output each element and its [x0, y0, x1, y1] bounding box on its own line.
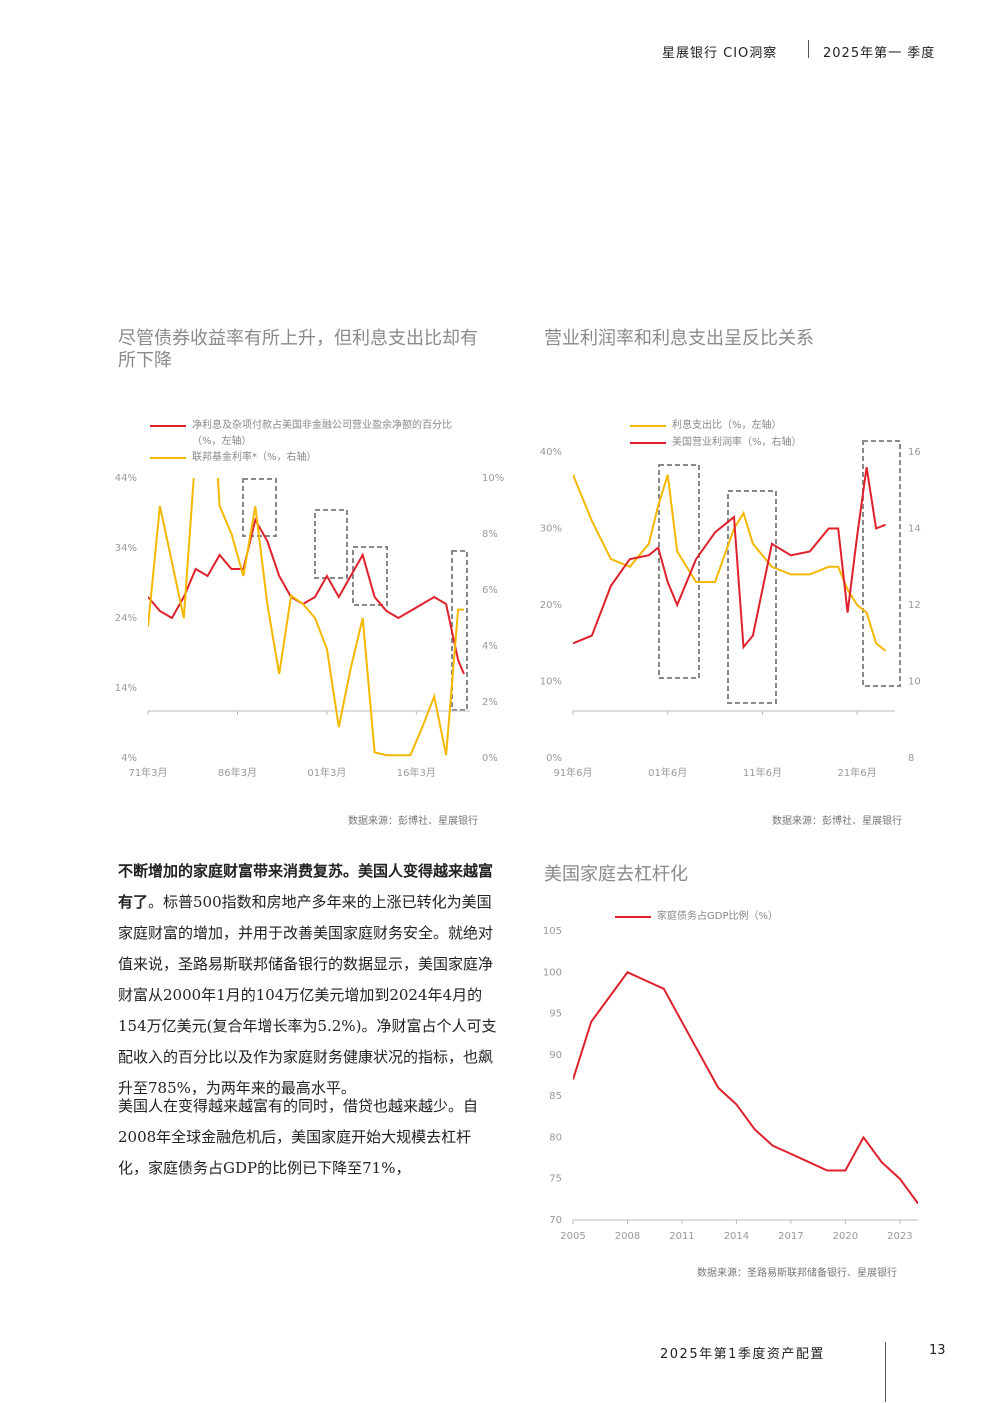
y-tick-label: 90: [549, 1050, 562, 1061]
footer-divider: [885, 1342, 886, 1402]
x-tick-label: 2008: [615, 1231, 640, 1242]
footer-title: 2025年第1季度资产配置: [660, 1347, 825, 1362]
series-line: [573, 971, 918, 1205]
y-tick-label: 14%: [115, 683, 137, 694]
y2-tick-label: 2%: [482, 697, 498, 708]
y-tick-label: 70: [549, 1215, 562, 1226]
y2-tick-label: 10: [908, 677, 921, 688]
chart-title: 美国家庭去杠杆化: [544, 864, 688, 885]
y-tick-label: 0%: [546, 753, 562, 764]
paragraph: 不断增加的家庭财富带来消费复苏。美国人变得越来越富有了。标普500指数和房地产多…: [118, 856, 500, 1104]
legend-label: 家庭债务占GDP比例（%）: [657, 911, 778, 922]
chart-title: 营业利润率和利息支出呈反比关系: [544, 328, 814, 349]
y-tick-label: 44%: [115, 473, 137, 484]
y-tick-label: 105: [543, 926, 562, 937]
highlight-box: [727, 490, 777, 704]
series-line: [148, 517, 465, 675]
x-tick-label: 2023: [887, 1231, 912, 1242]
x-tick-label: 01年3月: [307, 766, 346, 779]
x-tick-label: 16年3月: [397, 766, 436, 779]
y-tick-label: 10%: [540, 677, 562, 688]
y2-tick-label: 14: [908, 524, 921, 535]
highlight-box: [451, 550, 468, 711]
y-tick-label: 100: [543, 967, 562, 978]
y2-tick-label: 12: [908, 600, 921, 611]
y-tick-label: 80: [549, 1132, 562, 1143]
legend-label: 净利息及杂项付款占美国非金融公司营业盈余净额的百分比（%，左轴）: [192, 420, 452, 447]
x-tick-label: 91年6月: [553, 766, 592, 779]
series-line: [573, 467, 886, 650]
highlight-boxes: [242, 440, 901, 711]
paragraph-text: 。标普500指数和房地产多年来的上涨已转化为美国家庭财富的增加，并用于改善美国家…: [118, 893, 497, 1097]
y2-tick-label: 8: [908, 753, 914, 764]
x-tick-label: 11年6月: [743, 766, 782, 779]
paragraph: 美国人在变得越来越富有的同时，借贷也越来越少。自2008年全球金融危机后，美国家…: [118, 1097, 479, 1177]
y-tick-label: 95: [549, 1009, 562, 1020]
source: 数据来源：彭博社、星展银行: [772, 816, 902, 827]
source: 数据来源：彭博社、星展银行: [348, 816, 478, 827]
paragraph-lead: 不断增加的家庭财富带来消费复苏。美国人变得越来越富有了: [118, 862, 494, 911]
highlight-box: [352, 546, 388, 606]
x-tick-label: 2011: [669, 1231, 694, 1242]
legend-label: 利息支出比（%，左轴）: [672, 420, 782, 431]
legend-label: 联邦基金利率*（%，右轴）: [192, 452, 317, 463]
y2-tick-label: 6%: [482, 585, 498, 596]
y-tick-label: 40%: [540, 447, 562, 458]
x-tick-label: 71年3月: [128, 766, 167, 779]
y2-tick-label: 16: [908, 447, 921, 458]
highlight-box: [658, 464, 700, 679]
y-tick-label: 85: [549, 1091, 562, 1102]
y-tick-label: 30%: [540, 524, 562, 535]
x-tick-label: 21年6月: [838, 766, 877, 779]
y-tick-label: 34%: [115, 543, 137, 554]
y-tick-label: 24%: [115, 613, 137, 624]
y2-tick-label: 8%: [482, 529, 498, 540]
highlight-box: [862, 440, 901, 687]
page-number: 13: [929, 1343, 946, 1358]
x-tick-label: 01年6月: [648, 766, 687, 779]
y-tick-label: 20%: [540, 600, 562, 611]
header-period: 2025年第一 季度: [823, 46, 936, 61]
y-tick-label: 75: [549, 1174, 562, 1185]
legend-label: 美国营业利润率（%，右轴）: [672, 437, 802, 448]
y2-tick-label: 0%: [482, 753, 498, 764]
x-tick-label: 2017: [778, 1231, 803, 1242]
x-tick-label: 2014: [724, 1231, 749, 1242]
highlight-box: [314, 509, 348, 579]
x-tick-label: 2020: [833, 1231, 858, 1242]
series-line: [148, 478, 464, 757]
source: 数据来源：圣路易斯联邦储备银行、星展银行: [697, 1268, 897, 1279]
y2-tick-label: 10%: [482, 473, 504, 484]
x-tick-label: 86年3月: [218, 766, 257, 779]
x-tick-label: 2005: [560, 1231, 585, 1242]
y2-tick-label: 4%: [482, 641, 498, 652]
series-line: [573, 474, 887, 652]
y-tick-label: 4%: [121, 753, 137, 764]
chart-title: 尽管债券收益率有所上升，但利息支出比却有所下降: [118, 328, 478, 371]
header-divider: [808, 40, 809, 58]
header-brand: 星展银行 CIO洞察: [662, 46, 778, 61]
